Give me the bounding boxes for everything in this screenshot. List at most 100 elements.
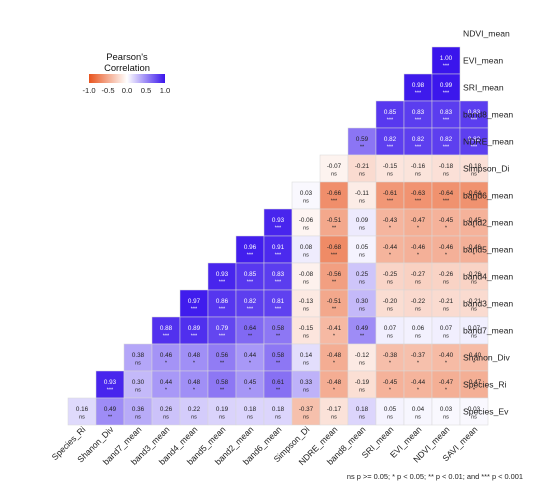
heatmap-cell: 0.38 ns bbox=[123, 343, 153, 372]
heatmap-cell-fill bbox=[123, 370, 153, 399]
cell-value-label: 0.83 bbox=[272, 271, 285, 278]
legend-title-line2: Correlation bbox=[104, 62, 150, 73]
heatmap-cell-fill bbox=[319, 316, 349, 345]
heatmap-cell-fill bbox=[375, 316, 405, 345]
cell-value-label: -0.44 bbox=[383, 244, 398, 251]
cell-value-label: 0.07 bbox=[468, 325, 481, 332]
heatmap-cell-fill bbox=[459, 343, 489, 372]
heatmap-cell-fill bbox=[235, 235, 265, 264]
cell-value-label: -0.38 bbox=[383, 352, 398, 359]
cell-significance-label: * bbox=[165, 361, 168, 367]
cell-significance-label: ** bbox=[220, 361, 225, 367]
heatmap-cell: -0.51 ** bbox=[319, 208, 349, 237]
heatmap-cell: 0.16 ns bbox=[67, 397, 97, 426]
cell-significance-label: *** bbox=[471, 145, 478, 151]
cell-significance-label: ns bbox=[303, 415, 309, 421]
cell-significance-label: ns bbox=[443, 280, 449, 286]
cell-significance-label: ns bbox=[471, 334, 477, 340]
cell-significance-label: * bbox=[417, 226, 420, 232]
heatmap-cell: 0.44 * bbox=[151, 370, 181, 399]
heatmap-cell: 0.85 *** bbox=[235, 262, 265, 291]
cell-significance-label: * bbox=[333, 388, 336, 394]
heatmap-cell-fill bbox=[459, 262, 489, 291]
cell-significance-label: * bbox=[473, 253, 476, 259]
cell-value-label: 0.46 bbox=[160, 352, 173, 359]
cell-significance-label: ** bbox=[276, 334, 281, 340]
heatmap-cell: 0.07 ns bbox=[459, 316, 489, 345]
heatmap-cell: 0.07 ns bbox=[375, 316, 405, 345]
heatmap-cell: 0.82 *** bbox=[403, 127, 433, 156]
cell-value-label: 0.89 bbox=[188, 325, 201, 332]
heatmap-cell: 0.61 ** bbox=[263, 370, 293, 399]
cell-significance-label: * bbox=[333, 361, 336, 367]
heatmap-cell-fill bbox=[347, 127, 377, 156]
cell-significance-label: ns bbox=[387, 334, 393, 340]
cell-significance-label: *** bbox=[275, 307, 282, 313]
heatmap-cell-fill bbox=[459, 370, 489, 399]
cell-significance-label: * bbox=[417, 361, 420, 367]
heatmap-cell-fill bbox=[263, 262, 293, 291]
cell-value-label: 0.45 bbox=[244, 379, 257, 386]
cell-significance-label: ns bbox=[359, 199, 365, 205]
cell-value-label: -0.19 bbox=[355, 379, 370, 386]
cell-value-label: 0.18 bbox=[272, 406, 285, 413]
heatmap-cell-fill bbox=[263, 343, 293, 372]
cell-value-label: -0.15 bbox=[299, 325, 314, 332]
heatmap-cell: 0.03 ns bbox=[431, 397, 461, 426]
cell-value-label: 0.18 bbox=[244, 406, 257, 413]
heatmap-cell: -0.46 * bbox=[459, 235, 489, 264]
heatmap-cell: 0.18 ns bbox=[263, 397, 293, 426]
heatmap-cell-fill bbox=[291, 370, 321, 399]
cell-value-label: -0.20 bbox=[383, 298, 398, 305]
heatmap-cell-fill bbox=[207, 397, 237, 426]
cell-value-label: -0.66 bbox=[327, 190, 342, 197]
cell-value-label: 0.96 bbox=[244, 244, 257, 251]
cell-significance-label: *** bbox=[107, 388, 114, 394]
cell-value-label: 0.38 bbox=[132, 352, 145, 359]
cell-significance-label: ns bbox=[387, 172, 393, 178]
cell-significance-label: ns bbox=[135, 361, 141, 367]
cell-significance-label: *** bbox=[247, 307, 254, 313]
heatmap-cell: 0.49 ** bbox=[347, 316, 377, 345]
cell-significance-label: ns bbox=[303, 253, 309, 259]
cell-significance-label: *** bbox=[471, 199, 478, 205]
cell-significance-label: * bbox=[417, 388, 420, 394]
cell-value-label: 0.88 bbox=[160, 325, 173, 332]
cell-value-label: -0.07 bbox=[327, 163, 342, 170]
legend-tick-label: 0.0 bbox=[122, 86, 133, 95]
heatmap-cell-fill bbox=[123, 397, 153, 426]
heatmap-cell-fill bbox=[263, 397, 293, 426]
heatmap-cell: -0.37 ns bbox=[291, 397, 321, 426]
cell-significance-label: ns bbox=[415, 172, 421, 178]
heatmap-cell: 0.58 ** bbox=[263, 316, 293, 345]
cell-value-label: 0.91 bbox=[272, 244, 285, 251]
cell-value-label: 0.59 bbox=[356, 136, 369, 143]
cell-significance-label: * bbox=[445, 253, 448, 259]
cell-significance-label: ns bbox=[135, 388, 141, 394]
heatmap-cell-fill bbox=[207, 316, 237, 345]
row-label: NDRE_mean bbox=[463, 137, 514, 147]
cell-value-label: -0.26 bbox=[467, 271, 482, 278]
cell-value-label: 0.44 bbox=[160, 379, 173, 386]
heatmap-cell-fill bbox=[375, 262, 405, 291]
heatmap-cell: 0.79 *** bbox=[207, 316, 237, 345]
heatmap-cell: 0.08 ns bbox=[291, 235, 321, 264]
cell-value-label: -0.18 bbox=[467, 163, 482, 170]
cell-significance-label: *** bbox=[415, 199, 422, 205]
cell-significance-label: * bbox=[165, 388, 168, 394]
cell-significance-label: ** bbox=[248, 334, 253, 340]
heatmap-cell: 0.85 *** bbox=[375, 100, 405, 129]
heatmap-cell: 0.48 * bbox=[179, 343, 209, 372]
cell-significance-label: ns bbox=[359, 172, 365, 178]
cell-significance-label: *** bbox=[415, 145, 422, 151]
heatmap-cell-fill bbox=[403, 397, 433, 426]
heatmap-cell-fill bbox=[431, 127, 461, 156]
cell-value-label: -0.46 bbox=[467, 244, 482, 251]
heatmap-cell: 0.83 *** bbox=[403, 100, 433, 129]
cell-significance-label: ns bbox=[303, 361, 309, 367]
heatmap-cell-fill bbox=[179, 289, 209, 318]
cell-value-label: -0.47 bbox=[467, 379, 482, 386]
cell-value-label: 0.82 bbox=[384, 136, 397, 143]
legend-tick-label: 0.5 bbox=[141, 86, 152, 95]
cell-significance-label: ns bbox=[443, 307, 449, 313]
